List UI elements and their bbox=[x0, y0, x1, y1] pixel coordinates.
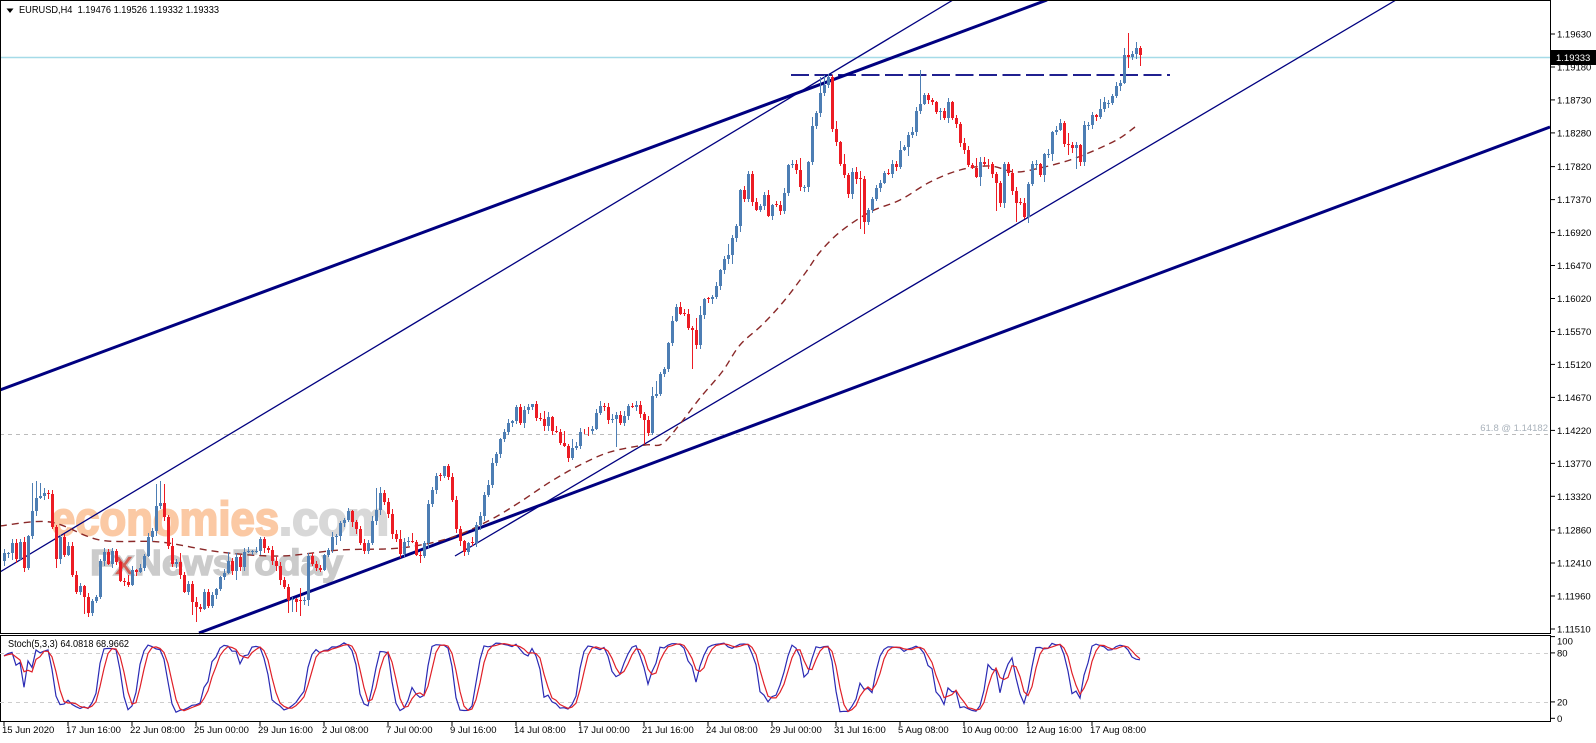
svg-text:31 Jul 16:00: 31 Jul 16:00 bbox=[834, 725, 886, 736]
svg-text:1.14670: 1.14670 bbox=[1557, 393, 1591, 404]
svg-text:1.12410: 1.12410 bbox=[1557, 559, 1591, 570]
svg-text:9 Jul 16:00: 9 Jul 16:00 bbox=[450, 725, 496, 736]
svg-text:1.13320: 1.13320 bbox=[1557, 492, 1591, 503]
svg-text:12 Aug 16:00: 12 Aug 16:00 bbox=[1026, 725, 1082, 736]
svg-text:61.8 @ 1.14182: 61.8 @ 1.14182 bbox=[1480, 423, 1548, 434]
svg-text:Stoch(5,3,3) 64.0818 68.9662: Stoch(5,3,3) 64.0818 68.9662 bbox=[8, 639, 129, 650]
svg-text:1.19333: 1.19333 bbox=[1556, 53, 1590, 64]
svg-text:1.18280: 1.18280 bbox=[1557, 128, 1591, 139]
svg-text:15 Jun 2020: 15 Jun 2020 bbox=[2, 725, 54, 736]
svg-text:EURUSD,H4 1.19476 1.19526 1.1: EURUSD,H4 1.19476 1.19526 1.19332 1.1933… bbox=[19, 5, 219, 16]
svg-text:2 Jul 08:00: 2 Jul 08:00 bbox=[322, 725, 368, 736]
svg-text:7 Jul 00:00: 7 Jul 00:00 bbox=[386, 725, 432, 736]
svg-text:1.15120: 1.15120 bbox=[1557, 360, 1591, 371]
svg-text:1.17820: 1.17820 bbox=[1557, 162, 1591, 173]
svg-text:25 Jun 00:00: 25 Jun 00:00 bbox=[194, 725, 249, 736]
svg-text:1.18730: 1.18730 bbox=[1557, 95, 1591, 106]
svg-text:100: 100 bbox=[1557, 637, 1573, 648]
svg-text:1.16470: 1.16470 bbox=[1557, 261, 1591, 272]
svg-text:1.13770: 1.13770 bbox=[1557, 459, 1591, 470]
svg-text:1.16020: 1.16020 bbox=[1557, 294, 1591, 305]
svg-text:17 Aug 08:00: 17 Aug 08:00 bbox=[1090, 725, 1146, 736]
svg-text:1.11510: 1.11510 bbox=[1557, 625, 1591, 636]
svg-text:1.19180: 1.19180 bbox=[1557, 63, 1591, 74]
svg-text:1.16920: 1.16920 bbox=[1557, 228, 1591, 239]
svg-text:20: 20 bbox=[1557, 697, 1568, 708]
svg-text:29 Jul 00:00: 29 Jul 00:00 bbox=[770, 725, 822, 736]
svg-text:24 Jul 08:00: 24 Jul 08:00 bbox=[706, 725, 758, 736]
svg-text:14 Jul 08:00: 14 Jul 08:00 bbox=[514, 725, 566, 736]
svg-text:1.11960: 1.11960 bbox=[1557, 592, 1591, 603]
svg-text:1.19630: 1.19630 bbox=[1557, 30, 1591, 41]
svg-text:29 Jun 16:00: 29 Jun 16:00 bbox=[258, 725, 313, 736]
svg-text:FxNewsToday: FxNewsToday bbox=[90, 542, 343, 583]
svg-text:0: 0 bbox=[1557, 714, 1562, 725]
svg-text:1.12860: 1.12860 bbox=[1557, 526, 1591, 537]
svg-text:5 Aug 08:00: 5 Aug 08:00 bbox=[898, 725, 949, 736]
svg-text:80: 80 bbox=[1557, 648, 1568, 659]
svg-text:1.15570: 1.15570 bbox=[1557, 327, 1591, 338]
svg-text:21 Jul 16:00: 21 Jul 16:00 bbox=[642, 725, 694, 736]
svg-text:17 Jul 00:00: 17 Jul 00:00 bbox=[578, 725, 630, 736]
svg-text:17 Jun 16:00: 17 Jun 16:00 bbox=[66, 725, 121, 736]
svg-text:1.14220: 1.14220 bbox=[1557, 426, 1591, 437]
svg-text:1.17370: 1.17370 bbox=[1557, 195, 1591, 206]
svg-text:10 Aug 00:00: 10 Aug 00:00 bbox=[962, 725, 1018, 736]
svg-text:22 Jun 08:00: 22 Jun 08:00 bbox=[130, 725, 185, 736]
